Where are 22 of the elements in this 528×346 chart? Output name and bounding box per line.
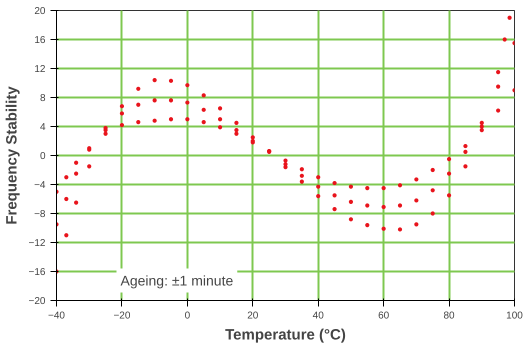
y-tick-label: −20 [28,296,46,307]
y-axis-title: Frequency Stability [4,86,21,225]
y-tick-label: −4 [34,180,46,191]
x-tick-label: −20 [113,310,131,322]
x-tick-label: 100 [506,310,524,322]
x-tick-label: 40 [312,310,324,322]
y-tick-label: −12 [28,238,46,249]
annotation: Ageing: ±1 minute [120,272,234,288]
x-tick-label: 80 [444,310,456,322]
y-tick-label: 8 [40,93,46,104]
x-tick-label: 0 [184,310,191,322]
x-tick-label: 60 [378,310,390,322]
y-tick-label: −8 [34,209,46,220]
y-tick-label: 20 [34,6,46,17]
y-tick-label: 16 [34,35,46,46]
y-tick-label: 4 [40,122,46,133]
x-tick-label: 20 [247,310,259,322]
y-tick-label: −16 [28,267,46,278]
x-tick-label: −40 [48,310,66,322]
y-tick-label: 12 [34,64,46,75]
x-axis-title: Temperature (°C) [225,326,346,344]
y-tick-label: 0 [40,151,46,162]
